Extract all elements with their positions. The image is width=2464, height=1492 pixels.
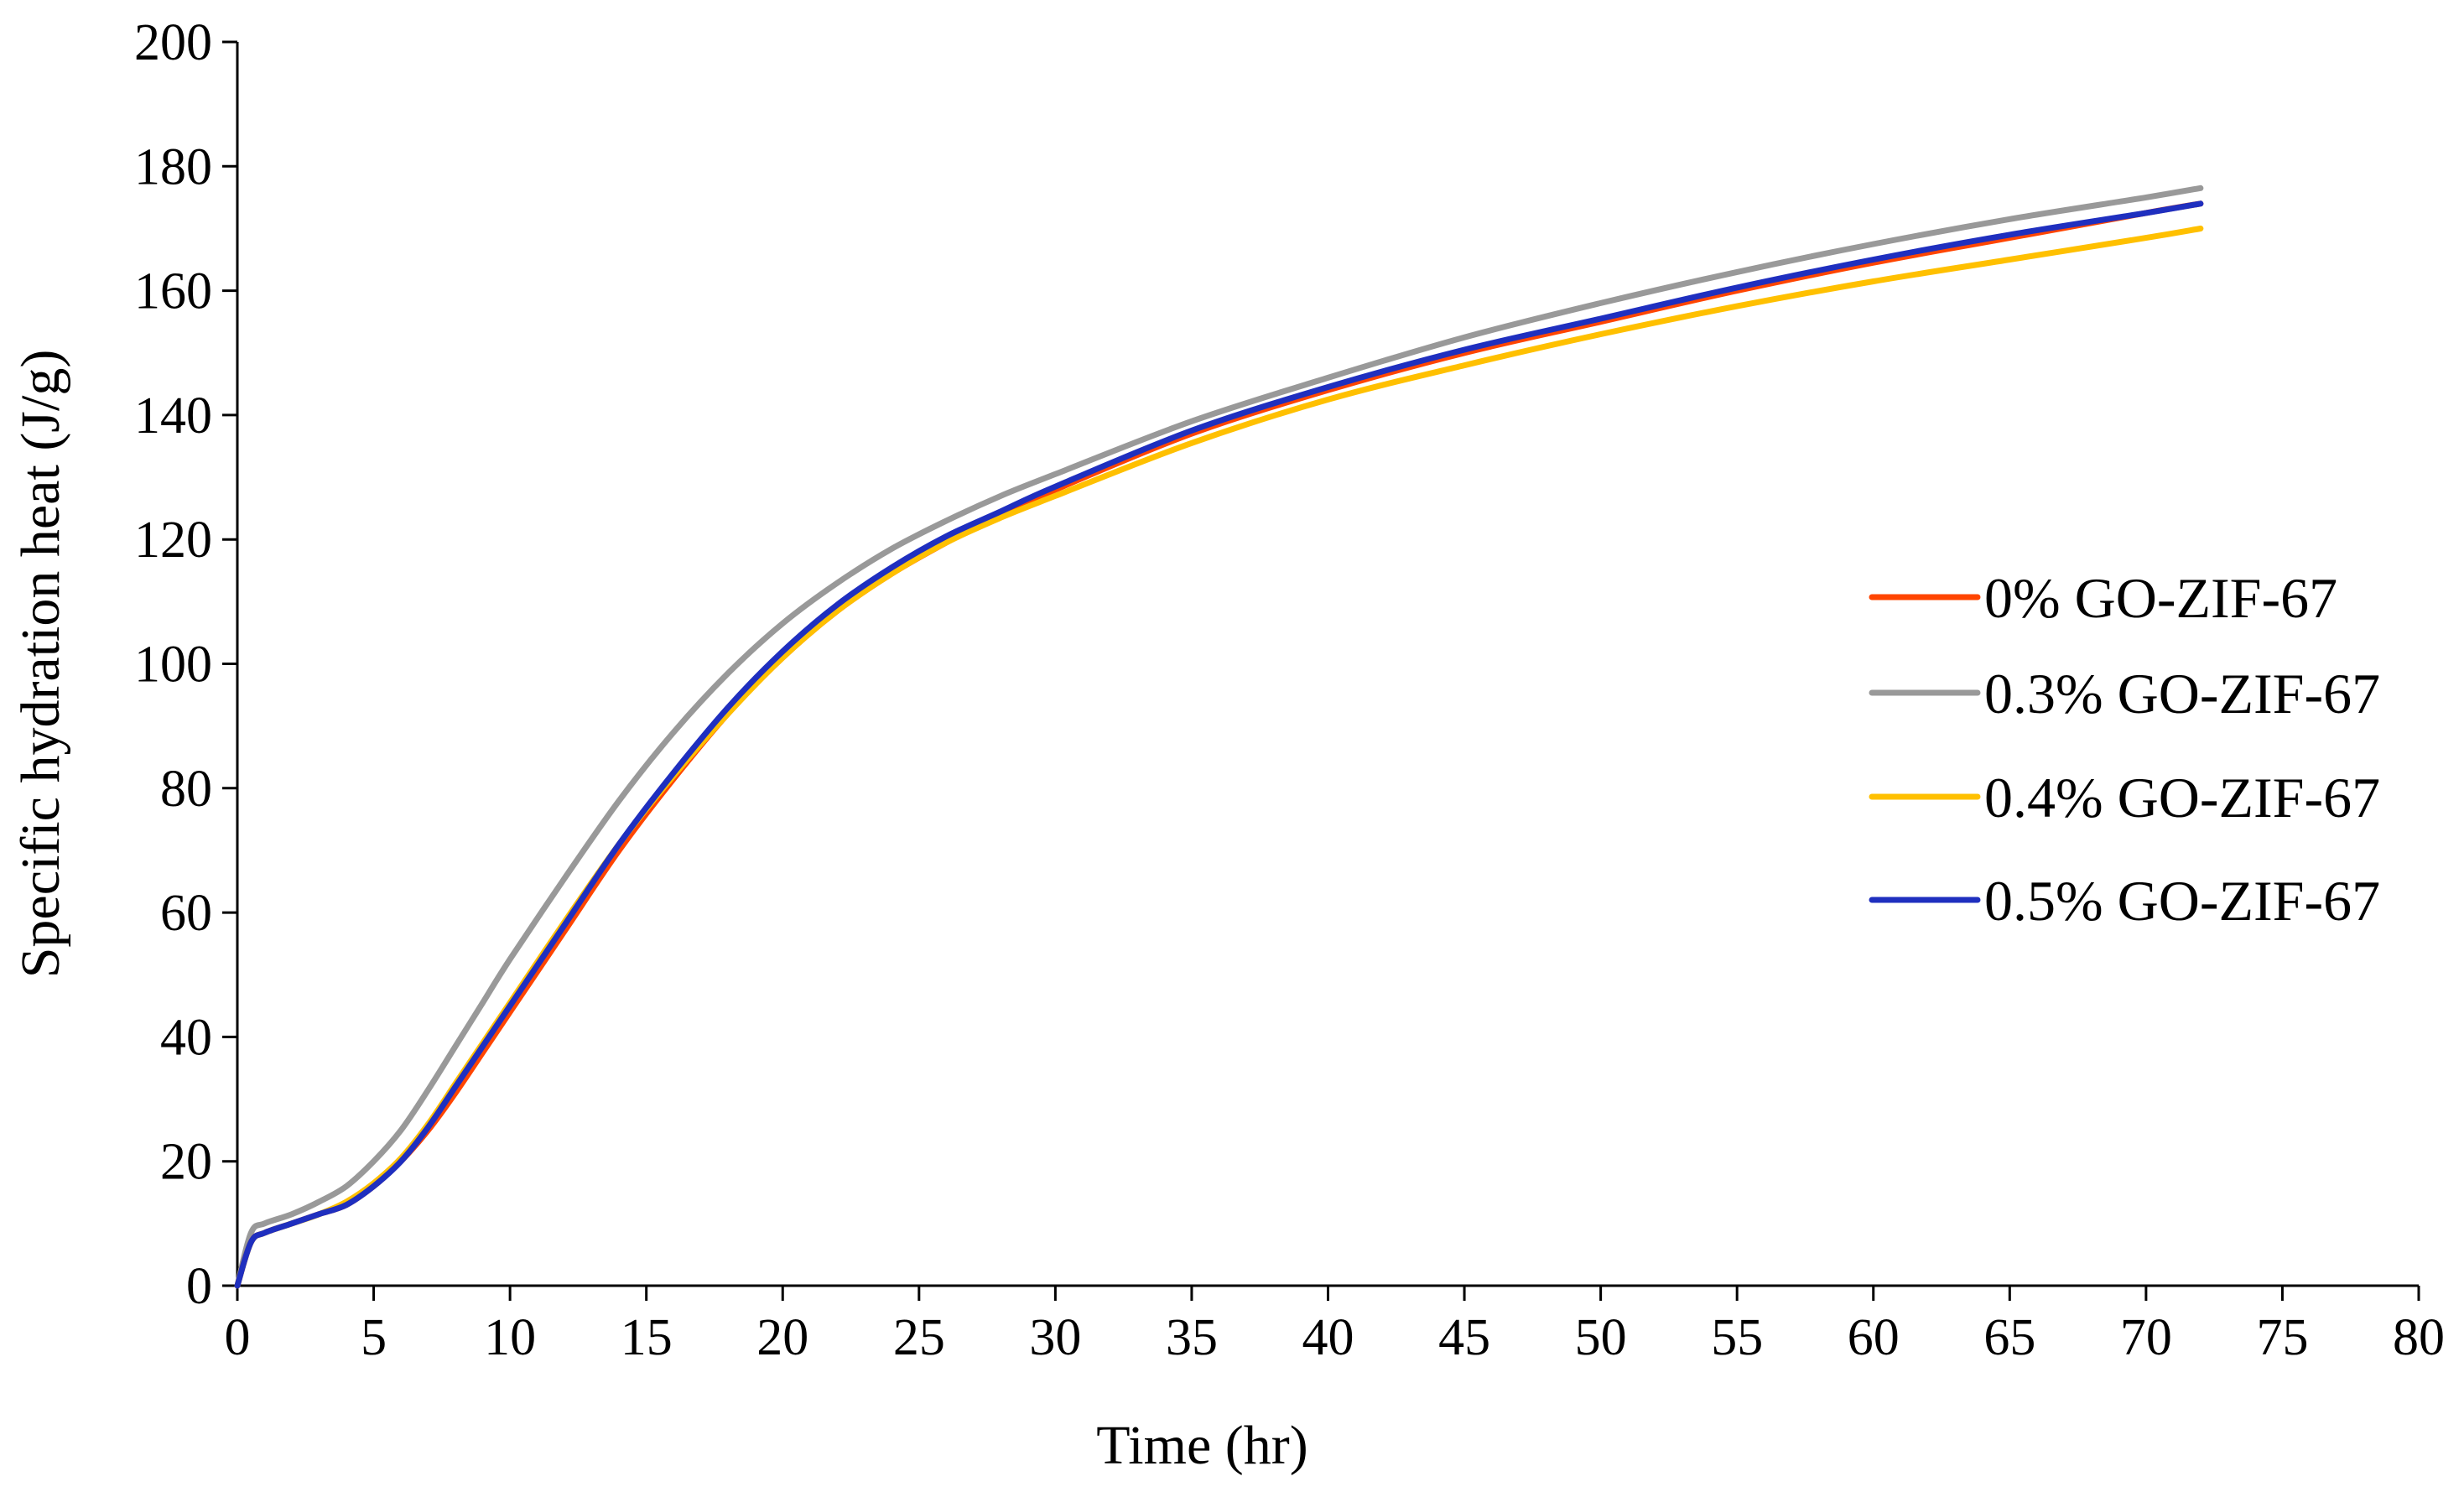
x-tick-label: 25 — [893, 1309, 945, 1366]
x-tick-label: 35 — [1166, 1309, 1218, 1366]
y-ticks: 0 20 40 60 80 100 120 140 160 180 200 — [134, 14, 237, 1315]
legend-label: 0% GO-ZIF-67 — [1984, 566, 2337, 630]
x-tick-label: 45 — [1438, 1309, 1490, 1366]
x-tick-label: 5 — [361, 1309, 387, 1366]
y-tick-label: 180 — [134, 138, 212, 195]
x-tick-label: 15 — [621, 1309, 673, 1366]
legend-item: 0% GO-ZIF-67 — [1869, 566, 2337, 630]
x-tick-label: 0 — [225, 1309, 251, 1366]
x-tick-label: 55 — [1711, 1309, 1763, 1366]
series-lines — [234, 185, 2204, 1289]
y-tick-label: 20 — [160, 1134, 212, 1191]
y-tick-label: 80 — [160, 761, 212, 818]
legend-label: 0.5% GO-ZIF-67 — [1984, 869, 2380, 933]
x-tick-label: 70 — [2120, 1309, 2172, 1366]
series-line-1 — [234, 185, 2204, 1289]
legend-item: 0.4% GO-ZIF-67 — [1869, 766, 2380, 829]
y-tick-label: 100 — [134, 637, 212, 694]
x-tick-label: 20 — [756, 1309, 808, 1366]
x-tick-label: 75 — [2256, 1309, 2308, 1366]
x-ticks: 0 5 10 15 20 25 30 35 40 45 50 55 60 65 70 75 80 — [225, 1286, 2445, 1366]
x-tick-label: 10 — [484, 1309, 536, 1366]
legend-label: 0.3% GO-ZIF-67 — [1984, 662, 2380, 725]
series-line-2 — [234, 226, 2204, 1289]
y-tick-label: 120 — [134, 512, 212, 569]
y-tick-label: 200 — [134, 14, 212, 71]
y-tick-label: 60 — [160, 885, 212, 942]
y-tick-label: 40 — [160, 1009, 212, 1066]
x-tick-label: 30 — [1029, 1309, 1081, 1366]
legend-item: 0.5% GO-ZIF-67 — [1869, 869, 2380, 933]
x-tick-label: 40 — [1302, 1309, 1354, 1366]
legend: 0% GO-ZIF-67 0.3% GO-ZIF-67 0.4% GO-ZIF-… — [1869, 566, 2380, 933]
x-axis-title: Time (hr) — [1096, 1415, 1307, 1476]
y-tick-label: 0 — [186, 1258, 212, 1315]
legend-item: 0.3% GO-ZIF-67 — [1869, 662, 2380, 725]
y-tick-label: 160 — [134, 263, 212, 320]
x-tick-label: 65 — [1983, 1309, 2035, 1366]
legend-label: 0.4% GO-ZIF-67 — [1984, 766, 2380, 829]
x-tick-label: 50 — [1575, 1309, 1627, 1366]
series-line-3 — [234, 200, 2204, 1289]
x-tick-label: 60 — [1848, 1309, 1900, 1366]
x-tick-label: 80 — [2393, 1309, 2445, 1366]
y-tick-label: 140 — [134, 387, 212, 444]
series-line-0 — [234, 200, 2204, 1289]
y-axis-title: Specific hydration heat (J/g) — [10, 350, 71, 979]
